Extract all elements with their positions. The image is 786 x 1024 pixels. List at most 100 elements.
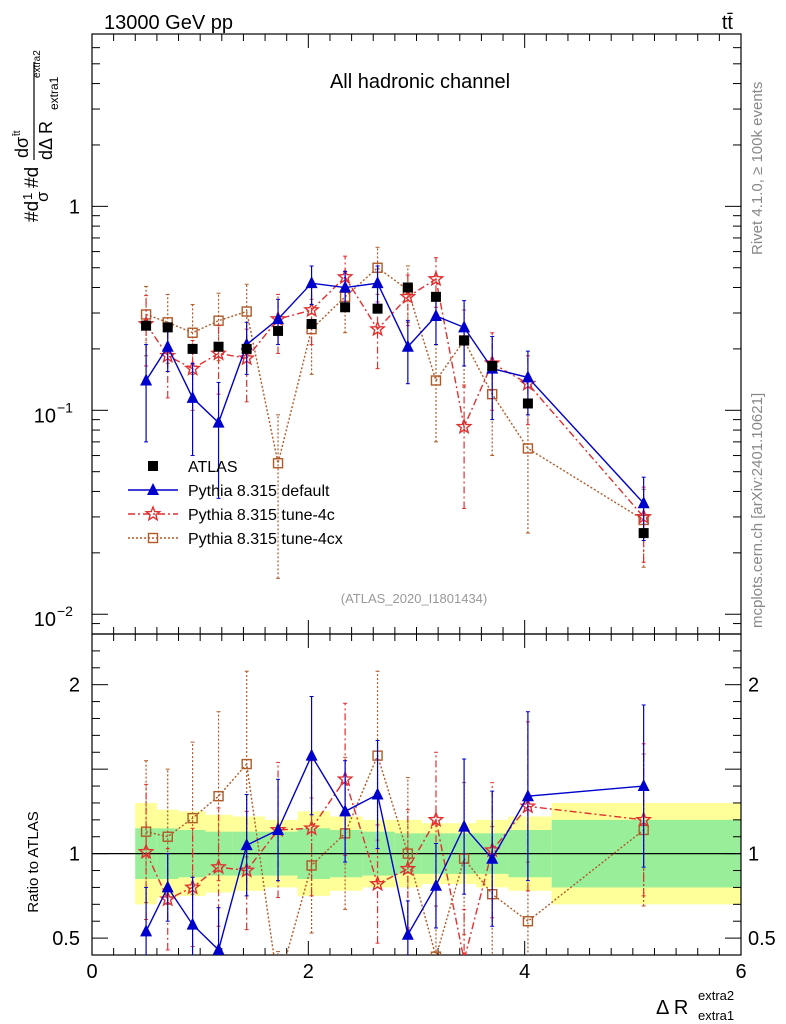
ratio-y-tick-label-right: 0.5	[748, 928, 776, 950]
ylabel-denominator: dΔ R	[36, 121, 56, 160]
ratio-point	[522, 916, 534, 927]
data-point	[430, 375, 442, 386]
ratio-point	[241, 758, 252, 770]
data-point	[522, 443, 534, 454]
xlabel-sub: extra1	[698, 1008, 734, 1023]
legend-label: Pythia 8.315 tune-4cx	[188, 531, 343, 548]
data-point	[637, 496, 650, 509]
data-point	[272, 312, 285, 325]
ratio-point	[339, 804, 352, 817]
legend-marker	[144, 505, 162, 522]
ratio-point	[187, 812, 198, 824]
ylabel-tt: t̄t	[11, 130, 23, 137]
ratio-point	[240, 838, 253, 851]
ylabel-hash-d2: #d	[22, 167, 43, 188]
x-tick-label: 4	[519, 961, 530, 983]
series-pythia-8-315-tune-4cx-main	[140, 246, 649, 579]
ratio-point	[212, 942, 225, 955]
data-series	[137, 246, 653, 990]
data-point	[458, 320, 471, 333]
energy-label: 13000 GeV pp	[104, 12, 233, 34]
series-line	[145, 266, 645, 521]
ratio-point	[521, 789, 534, 802]
legend-label: Pythia 8.315 tune-4c	[188, 507, 335, 524]
data-point	[212, 415, 225, 428]
analysis-id: (ATLAS_2020_I1801434)	[341, 591, 487, 606]
data-point	[459, 335, 470, 346]
ylabel-sigma2: σ	[12, 137, 32, 148]
ylabel-sigma: σ	[33, 191, 52, 202]
ratio-point	[369, 875, 387, 892]
ratio-point	[430, 951, 442, 955]
data-point	[372, 303, 383, 314]
ratio-y-tick-label-right: 2	[748, 675, 759, 697]
ylabel-hash-d: #d	[22, 201, 43, 222]
data-point	[186, 390, 199, 403]
ratio-point	[401, 927, 414, 940]
ratio-point	[162, 831, 173, 842]
legend-label: ATLAS	[188, 459, 238, 476]
ylabel-d-sigma: d	[12, 148, 32, 158]
y-tick-label: 10	[34, 609, 56, 631]
xlabel-sup: extra2	[698, 988, 734, 1003]
xlabel-main: Δ R	[656, 997, 688, 1019]
ylabel-one: 1	[20, 193, 35, 200]
data-point	[487, 360, 498, 371]
ratio-point	[305, 748, 318, 761]
data-point	[140, 373, 153, 386]
data-point	[273, 325, 284, 336]
ylabel-sup: extra2	[32, 50, 43, 78]
data-point	[522, 398, 533, 409]
ratio-y-tick-label: 1	[69, 844, 80, 866]
ratio-point	[272, 822, 285, 835]
y-tick-exponent: −1	[57, 399, 73, 415]
series-atlas-main	[141, 282, 649, 539]
data-point	[430, 291, 441, 302]
y-tick-label: 10	[34, 405, 56, 427]
x-tick-label: 0	[86, 961, 97, 983]
data-point	[210, 344, 228, 361]
ratio-point	[140, 924, 153, 937]
data-point	[213, 341, 224, 352]
legend-marker	[148, 461, 158, 471]
data-point	[427, 270, 445, 287]
data-point	[521, 370, 534, 383]
x-tick-label: 2	[303, 961, 314, 983]
data-point	[241, 306, 252, 317]
legend-label: Pythia 8.315 default	[188, 483, 330, 500]
data-point	[401, 339, 414, 352]
data-point	[455, 417, 473, 435]
data-point	[161, 339, 174, 352]
legend: ATLAS Pythia 8.315 default Pythia 8.315 tu…	[128, 459, 343, 548]
ratio-point	[161, 880, 174, 893]
series-line	[145, 275, 645, 518]
data-point	[429, 308, 442, 321]
data-point	[402, 282, 413, 293]
legend-marker	[147, 532, 159, 544]
ratio-point	[274, 981, 283, 990]
ratio-y-label: Ratio to ATLAS	[25, 811, 42, 912]
mcplots-label: mcplots.cern.ch [arXiv:2401.10621]	[749, 393, 766, 628]
ratio-point	[458, 819, 471, 832]
ratio-point	[303, 819, 321, 836]
ratio-point	[486, 851, 499, 864]
process-label: tt̄	[722, 12, 734, 34]
legend-marker	[147, 483, 159, 495]
ratio-y-tick-label: 0.5	[52, 928, 80, 950]
data-point	[371, 276, 384, 289]
ratio-point	[637, 779, 650, 792]
ratio-point	[213, 790, 224, 802]
ratio-point	[399, 859, 417, 877]
data-point	[272, 458, 284, 469]
data-point	[303, 301, 321, 318]
x-axis-label: Δ R extra2 extra1	[656, 988, 734, 1023]
y-axis-label: #d 1 σ #d d σ t̄t dΔ R extra1 extra2	[11, 50, 61, 222]
ratio-y-tick-label: 2	[69, 675, 80, 697]
ratio-y-tick-label-right: 1	[748, 844, 759, 866]
data-point	[339, 280, 352, 293]
ratio-point	[137, 842, 155, 860]
data-point	[305, 276, 318, 289]
y-tick-label: 1	[69, 196, 80, 218]
